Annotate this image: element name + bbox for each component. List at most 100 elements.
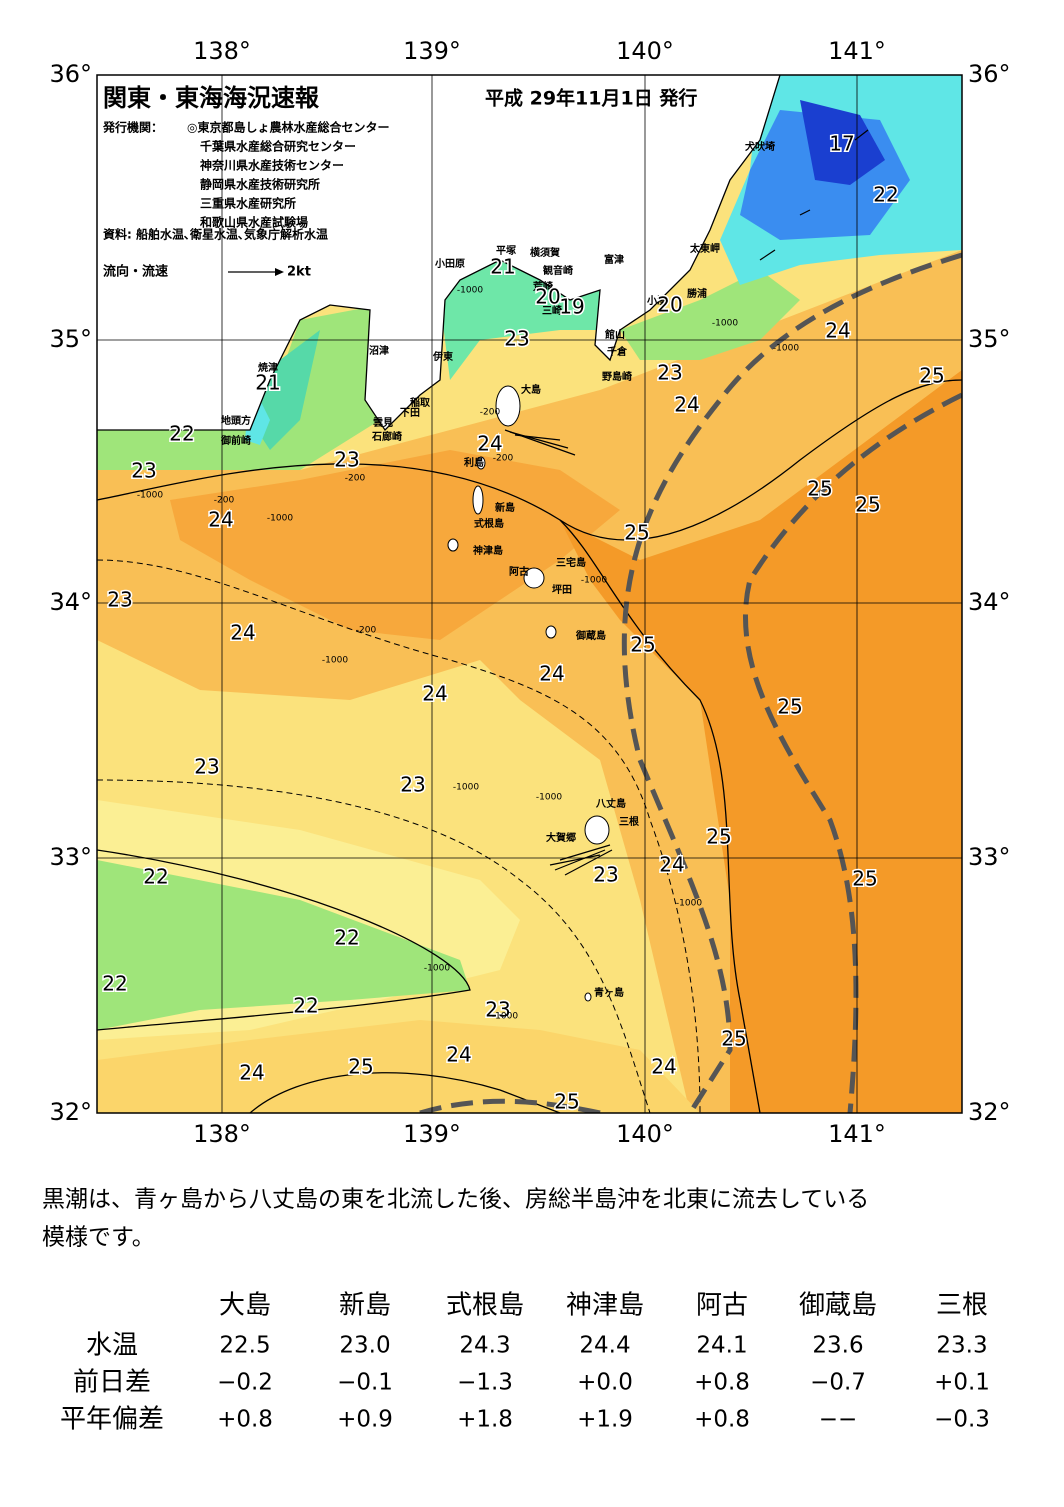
place-name: 富津 bbox=[604, 253, 624, 266]
lat-label: 32° bbox=[49, 1098, 92, 1126]
isotherm-label: 25 bbox=[852, 867, 877, 891]
table-cell: +0.9 bbox=[337, 1407, 393, 1433]
isotherm-label: 23 bbox=[334, 448, 359, 472]
lon-label: 141° bbox=[828, 1120, 886, 1148]
isotherm-label: 25 bbox=[624, 521, 649, 545]
place-name: 神津島 bbox=[473, 544, 503, 557]
depth-label: -1000 bbox=[457, 286, 483, 296]
lat-label: 36° bbox=[49, 60, 92, 88]
place-name: 横須賀 bbox=[530, 246, 560, 259]
current-scale: 2kt bbox=[287, 265, 311, 280]
publisher: 神奈川県水産技術センター bbox=[200, 158, 344, 173]
place-name: 大島 bbox=[521, 383, 541, 396]
publisher: 静岡県水産技術研究所 bbox=[200, 177, 320, 192]
table-cell: −− bbox=[819, 1407, 858, 1433]
table-cell: −0.2 bbox=[217, 1370, 273, 1396]
isotherm-label: 23 bbox=[485, 998, 510, 1022]
depth-label: -1000 bbox=[322, 656, 348, 666]
table-cell: 24.4 bbox=[579, 1333, 630, 1359]
place-name: 下田 bbox=[400, 407, 420, 419]
isotherm-label: 25 bbox=[807, 477, 832, 501]
depth-label: -1000 bbox=[676, 899, 702, 909]
place-name: 利島 bbox=[464, 456, 484, 469]
isotherm-label: 24 bbox=[446, 1043, 471, 1067]
table-cell: +1.9 bbox=[577, 1407, 633, 1433]
place-name: 雲見 bbox=[373, 417, 393, 429]
place-name: 荒崎 bbox=[532, 280, 553, 293]
table-cell: −0.3 bbox=[934, 1407, 990, 1433]
depth-label: -1000 bbox=[453, 783, 479, 793]
depth-label: -200 bbox=[356, 626, 377, 636]
place-name: 八丈島 bbox=[595, 797, 626, 810]
publisher-label: 発行機関： bbox=[102, 120, 163, 135]
isotherm-label: 24 bbox=[539, 662, 564, 686]
isotherm-label: 23 bbox=[107, 588, 132, 612]
table-header: 三根 bbox=[936, 1291, 988, 1321]
isotherm-label: 25 bbox=[919, 364, 944, 388]
place-name: 館山 bbox=[604, 328, 625, 341]
lon-label: 139° bbox=[403, 37, 461, 65]
place-name: 坪田 bbox=[552, 583, 572, 596]
table-cell: 22.5 bbox=[219, 1333, 270, 1359]
table-cell: +0.1 bbox=[934, 1370, 990, 1396]
place-name: 小湊 bbox=[646, 294, 668, 307]
lon-label: 140° bbox=[616, 1120, 674, 1148]
place-name: 新島 bbox=[495, 501, 515, 514]
isotherm-label: 24 bbox=[239, 1061, 264, 1085]
depth-label: -1000 bbox=[712, 319, 738, 329]
issue-date: 平成 29年11月1日 発行 bbox=[485, 87, 697, 110]
isotherm-label: 22 bbox=[169, 422, 194, 446]
depth-label: -1000 bbox=[424, 964, 450, 974]
place-name: 焼津 bbox=[258, 361, 278, 374]
isotherm-label: 25 bbox=[706, 825, 731, 849]
place-name: 沼津 bbox=[369, 344, 389, 357]
isotherm-label: 25 bbox=[777, 695, 802, 719]
depth-label: -200 bbox=[345, 474, 366, 484]
publisher: 三重県水産研究所 bbox=[200, 196, 296, 211]
isotherm-label: 24 bbox=[674, 393, 699, 417]
source: 資料: 船舶水温､衛星水温､気象庁解析水温 bbox=[103, 227, 328, 242]
place-name: 野島崎 bbox=[602, 370, 632, 383]
description-line: 黒潮は、青ヶ島から八丈島の東を北流した後、房総半島沖を北東に流去している bbox=[42, 1187, 869, 1213]
place-name: 太東岬 bbox=[689, 242, 720, 255]
isotherm-label: 23 bbox=[131, 459, 156, 483]
table-header: 式根島 bbox=[446, 1291, 524, 1321]
isotherm-label: 21 bbox=[255, 371, 280, 395]
table-header: 大島 bbox=[219, 1291, 271, 1321]
isotherm-label: 17 bbox=[829, 132, 854, 156]
table-cell: −0.7 bbox=[810, 1370, 866, 1396]
description-line: 模様です。 bbox=[42, 1225, 155, 1251]
place-name: 三崎 bbox=[542, 304, 562, 317]
isotherm-label: 20 bbox=[535, 285, 560, 309]
place-name: 伊東 bbox=[432, 350, 453, 363]
place-name: 三根 bbox=[619, 815, 639, 828]
table-cell: +0.0 bbox=[577, 1370, 633, 1396]
isotherm-label: 19 bbox=[559, 295, 584, 319]
place-name: 三宅島 bbox=[556, 556, 586, 569]
place-name: 阿古 bbox=[509, 565, 529, 578]
grid bbox=[96, 74, 963, 1114]
isotherm-label: 23 bbox=[400, 773, 425, 797]
table-cell: 23.0 bbox=[339, 1333, 390, 1359]
table-cell: +1.8 bbox=[457, 1407, 513, 1433]
isotherm-label: 24 bbox=[477, 432, 502, 456]
isotherm-label: 23 bbox=[504, 327, 529, 351]
publisher: 千葉県水産総合研究センター bbox=[200, 139, 356, 154]
place-name: 千倉 bbox=[607, 345, 628, 358]
table-cell: 24.3 bbox=[459, 1333, 510, 1359]
place-name: 石廊崎 bbox=[371, 430, 402, 443]
lon-label: 138° bbox=[193, 1120, 251, 1148]
isotherm-label: 23 bbox=[657, 361, 682, 385]
table-cell: 24.1 bbox=[696, 1333, 747, 1359]
place-name: 地頭方 bbox=[221, 414, 251, 427]
isotherm-label: 22 bbox=[293, 994, 318, 1018]
isotherm-label: 24 bbox=[825, 319, 850, 343]
lon-label: 138° bbox=[193, 37, 251, 65]
place-name: 御前崎 bbox=[220, 434, 251, 447]
current-legend: 流向・流速 bbox=[103, 264, 168, 280]
isotherm-label: 22 bbox=[102, 972, 127, 996]
table-cell: +0.8 bbox=[217, 1407, 273, 1433]
place-name: 犬吠埼 bbox=[745, 140, 775, 153]
table-header: 新島 bbox=[339, 1291, 391, 1321]
